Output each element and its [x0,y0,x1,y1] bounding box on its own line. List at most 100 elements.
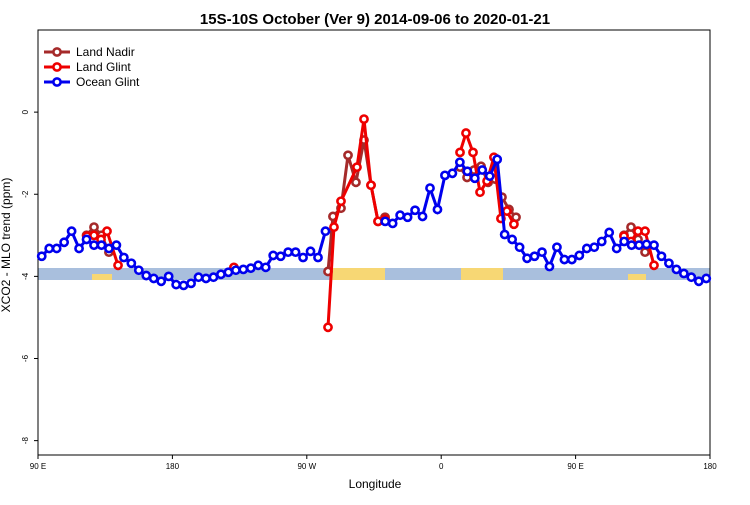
data-point [178,280,189,291]
data-point [163,271,174,282]
data-point [440,170,450,181]
data-point [604,227,615,238]
data-point [664,258,674,269]
data-point [619,236,630,247]
data-point [186,278,196,289]
data-point [461,128,471,138]
data-point [581,243,592,254]
data-point [640,226,650,237]
data-point [686,272,697,283]
data-point [410,205,420,216]
data-point [366,180,376,191]
data-point [359,114,369,125]
data-point [402,212,413,223]
data-point [313,252,323,263]
data-point [336,196,346,207]
data-point [111,240,122,251]
data-point [640,247,650,258]
data-point [509,219,519,230]
data-point [268,250,279,261]
data-point [230,265,241,276]
data-point [305,246,316,257]
data-point [671,264,682,275]
data-point [44,243,55,254]
data-point [634,240,644,251]
data-point [89,240,99,251]
data-point [529,251,540,262]
legend-marker [52,77,62,87]
land-band [628,274,646,280]
data-point [387,218,398,229]
plot-area [36,114,712,333]
data-point [544,261,555,272]
data-point [641,239,652,250]
data-point [351,177,361,188]
data-point [507,234,518,245]
data-point [171,279,182,290]
data-point [380,216,391,227]
data-point [447,168,458,179]
data-point [477,165,488,175]
data-point [148,273,159,284]
data-point [245,263,256,274]
data-point [537,247,547,258]
data-point [425,183,435,193]
data-point [238,264,249,275]
data-point [468,147,478,158]
data-point [693,276,704,287]
x-tick-label: 90 E [30,462,46,471]
data-point [522,253,532,264]
data-point [89,230,99,241]
data-point [51,243,62,254]
data-point [253,260,264,271]
data-point [260,262,271,273]
data-point [484,171,495,182]
legend-marker [52,47,62,57]
land-band [461,268,503,280]
x-tick-label: 90 E [567,462,583,471]
legend-label: Land Nadir [76,45,135,59]
data-point [574,250,585,261]
data-point [193,272,204,283]
data-point [298,252,308,263]
y-tick-label: 0 [21,109,30,114]
data-point [320,226,331,237]
plot-frame [37,29,711,456]
data-point [417,211,428,222]
land-band [331,268,385,280]
chart-title: 15S-10S October (Ver 9) 2014-09-06 to 20… [200,11,550,28]
data-point [104,243,114,254]
axes: 90 E 180 90 W 0 90 E 180 0 -2 -4 -6 -8 [21,109,717,471]
data-point [649,240,659,251]
data-point [611,243,622,254]
x-axis-label: Longitude [349,477,402,491]
legend-marker [52,62,62,72]
land-band [92,274,112,280]
y-tick-label: -6 [21,354,30,362]
data-point [66,226,77,237]
data-point [96,240,107,251]
data-point [395,210,406,221]
data-point [113,260,123,271]
legend-label: Ocean Glint [76,75,140,89]
data-point [566,254,577,265]
data-point [559,254,570,265]
data-point [469,173,480,184]
data-point [514,242,525,253]
data-point [323,322,333,333]
data-point [141,270,152,281]
data-point [216,269,226,280]
data-point [596,236,607,247]
data-point [454,157,465,168]
x-tick-label: 90 W [297,462,316,471]
data-point [102,226,112,237]
data-point [329,222,339,233]
data-point [126,258,137,269]
x-tick-label: 0 [439,462,444,471]
data-point [36,251,47,262]
data-point [626,222,636,233]
y-tick-label: -4 [21,272,30,280]
